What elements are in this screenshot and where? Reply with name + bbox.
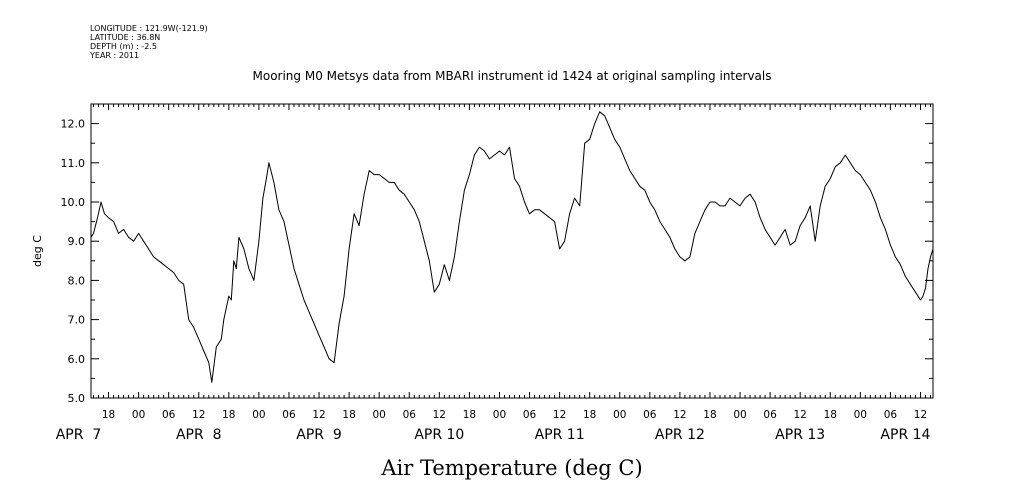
x-hour-label: 00 [372, 409, 385, 421]
y-tick-label: 9.0 [68, 235, 86, 248]
x-hour-label: 12 [793, 409, 806, 421]
x-hour-label: 12 [914, 409, 927, 421]
x-hour-label: 18 [703, 409, 716, 421]
x-hour-label: 18 [824, 409, 837, 421]
longitude-text: LONGITUDE : 121.9W(-121.9) [90, 24, 208, 33]
x-hour-label: 00 [613, 409, 626, 421]
chart-title: Mooring M0 Metsys data from MBARI instru… [253, 69, 772, 83]
y-tick-label: 8.0 [68, 274, 86, 287]
x-hour-label: 06 [763, 409, 777, 421]
x-hour-label: 12 [312, 409, 325, 421]
x-day-label: APR 10 [414, 427, 464, 443]
year-text: YEAR : 2011 [89, 51, 139, 60]
x-axis-day-labels: APR 7 APR 8 APR 9 APR 10 APR 11 APR 12 APR 13 A… [56, 427, 931, 443]
series-layer [90, 111, 934, 383]
x-hour-label: 06 [403, 409, 417, 421]
x-hour-label: 06 [523, 409, 537, 421]
x-day-label: APR 8 [176, 427, 222, 443]
x-axis-ticks [93, 104, 931, 398]
x-day-label: APR 7 [56, 427, 102, 443]
y-tick-label: 12.0 [61, 118, 86, 131]
depth-text: DEPTH (m) : -2.5 [90, 42, 157, 51]
x-hour-label: 00 [733, 409, 746, 421]
x-day-label: APR 11 [535, 427, 585, 443]
plot-frame [90, 103, 934, 399]
x-day-label: APR 9 [296, 427, 342, 443]
x-day-label: APR 14 [880, 427, 930, 443]
y-axis-ticks [91, 103, 933, 399]
y-tick-label: 5.0 [68, 392, 86, 405]
x-hour-label: 18 [463, 409, 476, 421]
x-hour-label: 12 [673, 409, 686, 421]
y-tick-label: 7.0 [68, 314, 86, 327]
x-day-label: APR 12 [655, 427, 705, 443]
x-day-label: APR 13 [775, 427, 825, 443]
y-tick-label: 6.0 [68, 353, 86, 366]
y-axis-label: deg C [31, 235, 44, 267]
x-hour-label: 06 [162, 409, 176, 421]
x-hour-label: 06 [884, 409, 898, 421]
y-tick-label: 11.0 [61, 157, 86, 170]
y-axis-labels: 5.0 6.0 7.0 8.0 9.0 10.0 11.0 12.0 [61, 118, 86, 405]
x-hour-label: 18 [222, 409, 235, 421]
x-axis-label: Air Temperature (deg C) [380, 456, 642, 480]
x-hour-label: 12 [192, 409, 205, 421]
latitude-text: LATITUDE : 36.8N [90, 33, 160, 42]
x-hour-label: 18 [342, 409, 355, 421]
y-tick-label: 10.0 [61, 196, 86, 209]
x-hour-label: 00 [132, 409, 145, 421]
x-hour-label: 00 [252, 409, 265, 421]
x-axis-hour-labels: 18 00 06 12 18 00 06 12 18 00 06 12 18 00 06 12 18 00 06 12… [102, 409, 927, 421]
x-hour-label: 06 [282, 409, 296, 421]
x-hour-label: 00 [493, 409, 506, 421]
x-hour-label: 12 [553, 409, 566, 421]
x-hour-label: 18 [583, 409, 596, 421]
x-hour-label: 06 [643, 409, 657, 421]
header-metadata: LONGITUDE : 121.9W(-121.9) LATITUDE : 36… [89, 24, 208, 60]
x-hour-label: 00 [854, 409, 867, 421]
series-line-air-temperature [90, 111, 934, 383]
x-hour-label: 12 [433, 409, 446, 421]
x-hour-label: 18 [102, 409, 115, 421]
